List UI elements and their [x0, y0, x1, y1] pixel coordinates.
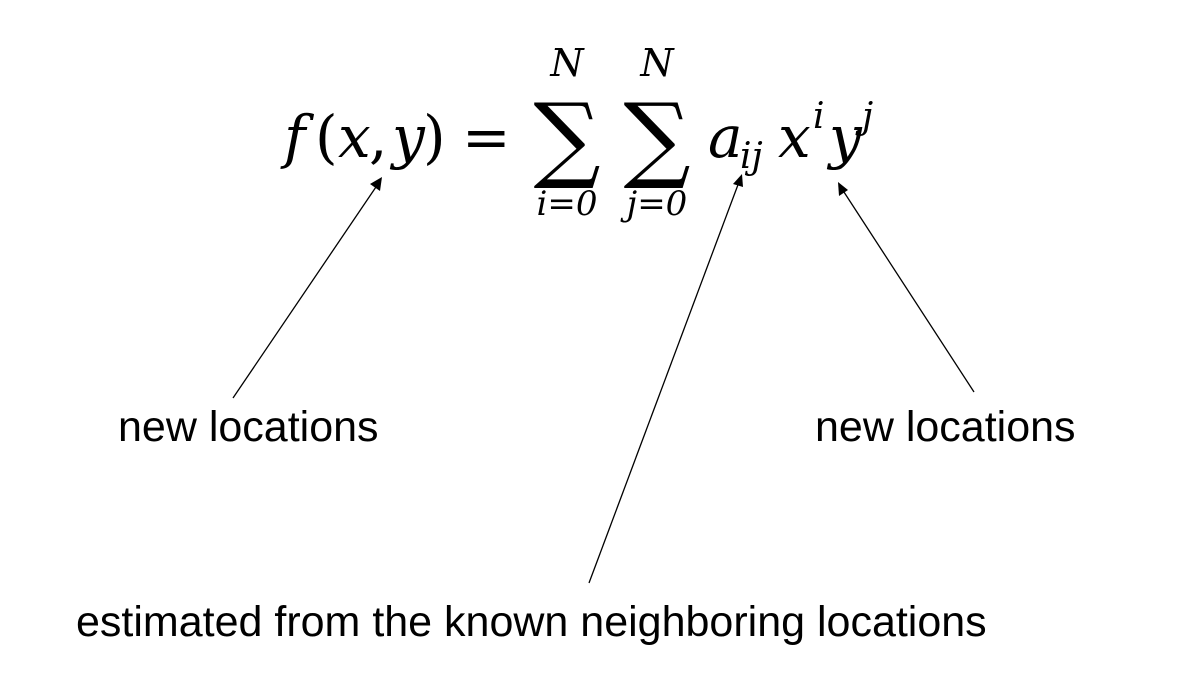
term-x: x — [778, 103, 811, 171]
lhs-x: x — [338, 103, 371, 171]
lhs-comma: , — [369, 103, 387, 171]
term-x-exponent: i — [813, 96, 825, 137]
arrow-left — [232, 177, 382, 399]
arrow-right — [838, 182, 975, 393]
sum-i-upper-limit: N — [549, 41, 585, 85]
sum-i: N ∑ i=0 — [533, 41, 600, 224]
left-annotation-label: new locations — [118, 403, 379, 451]
sum-j: N ∑ j=0 — [620, 41, 691, 224]
sum-i-lower-limit: i=0 — [537, 184, 598, 224]
lhs-open-paren: ( — [315, 103, 338, 171]
term-y: y — [826, 103, 863, 171]
lhs-close-paren: ) — [423, 103, 446, 171]
coefficient-a: a — [708, 103, 743, 171]
lhs-y: y — [389, 103, 426, 171]
arrow-middle — [588, 174, 743, 584]
coefficient-subscript: ij — [740, 136, 763, 177]
sum-j-upper-limit: N — [639, 41, 675, 85]
bottom-annotation-label: estimated from the known neighboring loc… — [76, 598, 987, 646]
sum-j-symbol: ∑ — [623, 84, 690, 193]
equals-sign: = — [462, 103, 511, 171]
right-annotation-label: new locations — [815, 403, 1076, 451]
equation-lhs: f ( x , y ) = — [280, 103, 511, 171]
equation-term: a ij x i y j — [708, 96, 873, 177]
sum-i-symbol: ∑ — [533, 84, 600, 193]
sum-j-lower-limit: j=0 — [620, 184, 688, 224]
lhs-f: f — [280, 103, 315, 171]
